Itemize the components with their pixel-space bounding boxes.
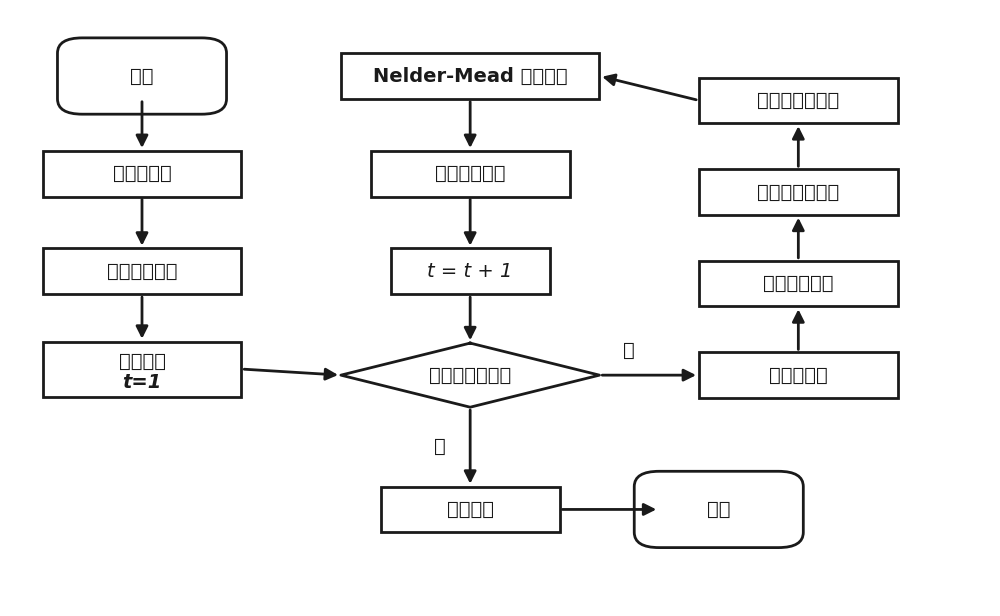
- Text: 开始循环: 开始循环: [119, 352, 166, 371]
- Text: 输出结果: 输出结果: [447, 500, 494, 519]
- Text: 蚁蚁随机游走: 蚁蚁随机游走: [763, 274, 834, 293]
- FancyBboxPatch shape: [391, 248, 550, 294]
- FancyBboxPatch shape: [699, 78, 898, 123]
- FancyBboxPatch shape: [699, 261, 898, 307]
- Text: 重新计算适应度: 重新计算适应度: [757, 91, 839, 110]
- Text: 开始: 开始: [130, 67, 154, 86]
- FancyBboxPatch shape: [371, 151, 570, 197]
- Text: 参数初始化: 参数初始化: [113, 164, 171, 183]
- FancyBboxPatch shape: [43, 248, 241, 294]
- FancyBboxPatch shape: [634, 471, 803, 548]
- Text: 达到终止条件？: 达到终止条件？: [429, 366, 511, 384]
- FancyBboxPatch shape: [699, 352, 898, 398]
- Text: Nelder-Mead 局部搜索: Nelder-Mead 局部搜索: [373, 67, 567, 86]
- Text: 确定精英蚁狮: 确定精英蚁狮: [107, 262, 177, 281]
- FancyBboxPatch shape: [699, 169, 898, 215]
- Text: 否: 否: [623, 341, 635, 360]
- Text: 更新精英蚁狮: 更新精英蚁狮: [435, 164, 505, 183]
- FancyBboxPatch shape: [341, 53, 599, 99]
- Text: 结束: 结束: [707, 500, 731, 519]
- Text: t = t + 1: t = t + 1: [427, 262, 513, 281]
- Text: 轮盘赌策略: 轮盘赌策略: [769, 366, 828, 384]
- FancyBboxPatch shape: [43, 342, 241, 397]
- Text: t=1: t=1: [122, 373, 162, 392]
- FancyBboxPatch shape: [57, 38, 227, 114]
- FancyBboxPatch shape: [43, 151, 241, 197]
- Polygon shape: [341, 343, 599, 407]
- Text: 更新蚁蚁的位置: 更新蚁蚁的位置: [757, 182, 839, 201]
- Text: 是: 是: [434, 437, 445, 456]
- FancyBboxPatch shape: [381, 487, 560, 532]
